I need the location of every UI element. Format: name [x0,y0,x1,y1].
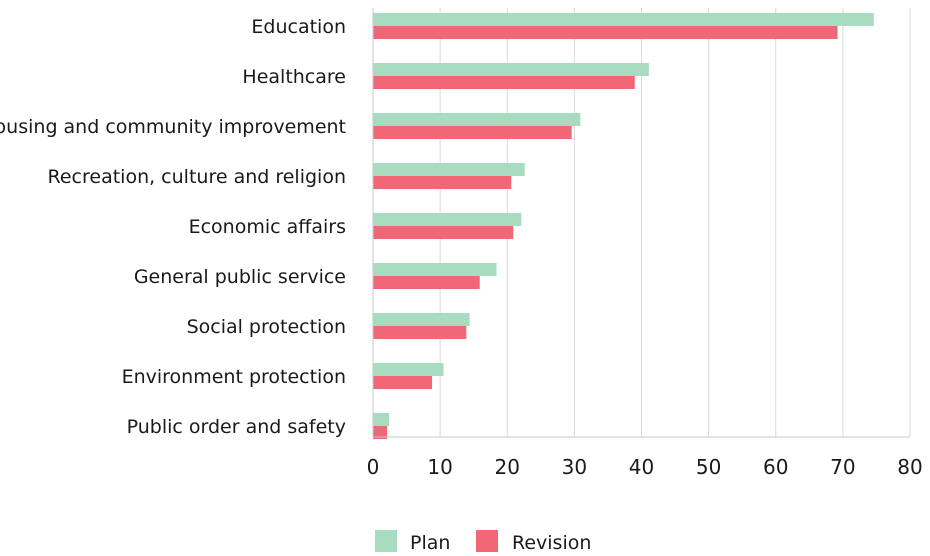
bar-revision [373,376,433,389]
category-label: Education [251,16,346,38]
category-label: Housing and community improvement [0,116,346,138]
bar-plan [373,213,522,226]
legend-swatch-revision [476,530,498,552]
x-axis [372,8,910,438]
bar-plan [373,263,497,276]
category-label: Public order and safety [127,416,346,438]
legend-label: Plan [410,532,450,552]
category-label: Economic affairs [189,216,346,238]
bar-plan [373,163,525,176]
bar-revision [373,76,635,89]
bar-revision [373,426,388,439]
bar-revision [373,26,838,39]
bar-plan [373,63,649,76]
bar-plan [373,413,390,426]
category-label: Healthcare [242,66,346,88]
bar-revision [373,226,514,239]
x-tick-label: 20 [495,455,520,479]
x-tick-label: 50 [696,455,721,479]
x-tick-label: 60 [763,455,788,479]
bar-plan [373,363,444,376]
x-tick-label: 70 [830,455,855,479]
category-label: Environment protection [122,366,346,388]
x-tick-label: 80 [897,455,922,479]
category-label: Recreation, culture and religion [48,166,347,188]
category-label: Social protection [187,316,346,338]
bar-revision [373,176,512,189]
legend-swatch-plan [375,530,397,552]
x-tick-label: 0 [367,455,380,479]
legend: Plan Revision [375,530,591,554]
bar-revision [373,326,467,339]
x-tick-labels: 0 10 20 30 40 50 60 70 80 [367,455,923,479]
bar-plan [373,113,581,126]
legend-label: Revision [512,532,591,552]
bar-revision [373,126,572,139]
x-tick-label: 40 [629,455,654,479]
bar-plan [373,13,874,26]
bar-plan [373,313,470,326]
bars [373,13,874,439]
category-labels: Education Healthcare Housing and community… [0,16,346,438]
bar-revision [373,276,480,289]
x-tick-label: 10 [427,455,452,479]
x-tick-label: 30 [562,455,587,479]
category-label: General public service [134,266,346,288]
